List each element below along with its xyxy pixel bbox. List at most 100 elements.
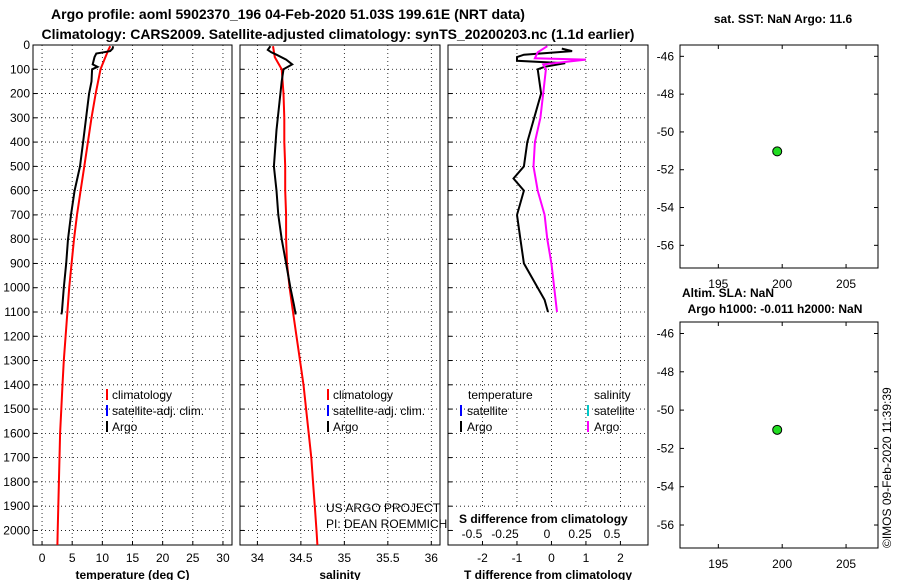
secondary-x-axis-label: S difference from climatology — [459, 512, 628, 526]
secondary-x-tick-label: 0.5 — [604, 527, 621, 541]
secondary-x-tick-label: -0.25 — [491, 527, 519, 541]
series-line-temperature-argo — [512, 47, 573, 313]
map-area — [679, 44, 879, 269]
y-tick-label: 1100 — [4, 305, 30, 319]
y-tick-label: 300 — [10, 111, 30, 125]
y-tick-label: 1800 — [3, 475, 30, 489]
x-tick-label: 195 — [708, 557, 728, 571]
credit-line-1: US ARGO PROJECT — [326, 501, 441, 515]
y-tick-label: -52 — [657, 163, 675, 177]
y-tick-label: 1400 — [3, 378, 30, 392]
series-line-climatology — [56, 45, 112, 546]
y-tick-label: 400 — [10, 135, 30, 149]
y-tick-label: -56 — [657, 518, 675, 532]
secondary-x-tick-label: -0.5 — [462, 527, 483, 541]
x-tick-label: 35 — [338, 551, 352, 565]
timestamp: ©IMOS 09-Feb-2020 11:39:39 — [880, 387, 894, 548]
legend-label: climatology — [112, 388, 172, 402]
legend-header-temperature: temperature — [468, 388, 533, 402]
legend-label: Argo — [112, 420, 138, 434]
legend-label: Argo — [594, 420, 620, 434]
x-tick-label: 0 — [548, 551, 555, 565]
series-line-argo — [60, 45, 115, 315]
map-title-line-2: Argo h1000: -0.011 h2000: NaN — [688, 302, 863, 316]
x-tick-label: 30 — [216, 551, 230, 565]
argo-position-marker — [772, 146, 783, 157]
panel-difference: -2 -1 0 1 2 T difference from climatology temp… — [447, 44, 649, 580]
y-tick-label: -54 — [657, 201, 675, 215]
map-area — [679, 321, 879, 549]
x-tick-label: -2 — [477, 551, 488, 565]
legend-label: climatology — [333, 388, 393, 402]
y-tick-label: 1000 — [3, 281, 30, 295]
panel-map-sla: -46 -48 -50 -52 -54 -56 195 200 205 Altim. SLA: N… — [657, 286, 879, 571]
x-tick-label: -1 — [512, 551, 523, 565]
y-tick-label: 500 — [10, 159, 30, 173]
x-tick-label: 34.5 — [289, 551, 313, 565]
y-tick-label: 600 — [10, 184, 30, 198]
y-tick-label: 200 — [10, 87, 30, 101]
x-axis-label: T difference from climatology — [464, 568, 632, 580]
x-tick-label: 0 — [39, 551, 46, 565]
series-line-salinity-argo — [532, 45, 587, 313]
x-tick-label: 25 — [186, 551, 200, 565]
x-tick-label: 2 — [617, 551, 624, 565]
y-tick-label: 100 — [10, 62, 30, 76]
x-tick-label: 200 — [772, 277, 792, 291]
x-axis-label: salinity — [319, 568, 361, 580]
panels: 0100200300400500600700800900100011001200… — [3, 12, 879, 580]
panel-map-sst: -46 -48 -50 -52 -54 -56 195 200 205 sat. SST: NaN… — [657, 12, 879, 291]
x-tick-label: 34 — [251, 551, 265, 565]
x-tick-label: 15 — [126, 551, 140, 565]
y-tick-label: -50 — [657, 125, 675, 139]
x-tick-label: 195 — [708, 277, 728, 291]
title-line-2: Climatology: CARS2009. Satellite-adjuste… — [42, 26, 635, 42]
argo-position-marker — [772, 424, 783, 435]
y-tick-label: -46 — [657, 49, 675, 63]
legend-label: satellite-adj. clim. — [112, 404, 204, 418]
y-tick-label: 1200 — [3, 329, 30, 343]
legend-header-salinity: salinity — [594, 388, 631, 402]
y-tick-label: 1500 — [3, 402, 30, 416]
legend-label: satellite — [594, 404, 635, 418]
credit-line-2: PI: DEAN ROEMMICH — [326, 517, 447, 531]
panel-temperature: 0100200300400500600700800900100011001200… — [3, 38, 233, 580]
panel-salinity: 34 34.5 35 35.5 36 salinity climatology satelli… — [239, 44, 441, 580]
x-tick-label: 200 — [772, 557, 792, 571]
y-tick-label: 900 — [10, 256, 30, 270]
title-line-1: Argo profile: aoml 5902370_196 04-Feb-20… — [51, 6, 525, 22]
secondary-x-tick-label: 0 — [544, 527, 551, 541]
map-title: sat. SST: NaN Argo: 11.6 — [714, 12, 853, 26]
y-tick-label: 0 — [23, 38, 30, 52]
x-tick-label: 1 — [583, 551, 590, 565]
x-tick-label: 35.5 — [376, 551, 400, 565]
plot-area — [447, 44, 649, 546]
y-tick-label: 1600 — [3, 426, 30, 440]
y-tick-label: -48 — [657, 365, 675, 379]
y-tick-label: 1300 — [3, 354, 30, 368]
legend-label: Argo — [333, 420, 359, 434]
y-tick-label: -48 — [657, 87, 675, 101]
y-tick-label: -54 — [657, 480, 675, 494]
y-tick-label: -46 — [657, 326, 675, 340]
y-tick-label: 1900 — [3, 499, 30, 513]
y-tick-label: 1700 — [3, 451, 30, 465]
x-axis-label: temperature (deg C) — [75, 568, 189, 580]
plot-area — [239, 44, 441, 546]
legend-label: Argo — [467, 420, 493, 434]
secondary-x-tick-label: 0.25 — [568, 527, 592, 541]
y-tick-label: 700 — [10, 208, 30, 222]
series-line-argo — [266, 45, 297, 315]
secondary-axis-bg — [455, 507, 645, 541]
legend-label: satellite — [467, 404, 508, 418]
map-title-line-1: Altim. SLA: NaN — [682, 286, 774, 300]
y-tick-label: -52 — [657, 441, 675, 455]
y-tick-label: -50 — [657, 403, 675, 417]
y-tick-label: -56 — [657, 238, 675, 252]
y-tick-label: 800 — [10, 232, 30, 246]
legend-label: satellite-adj. clim. — [333, 404, 425, 418]
x-tick-label: 205 — [836, 277, 856, 291]
x-tick-label: 36 — [425, 551, 439, 565]
x-tick-label: 20 — [156, 551, 170, 565]
